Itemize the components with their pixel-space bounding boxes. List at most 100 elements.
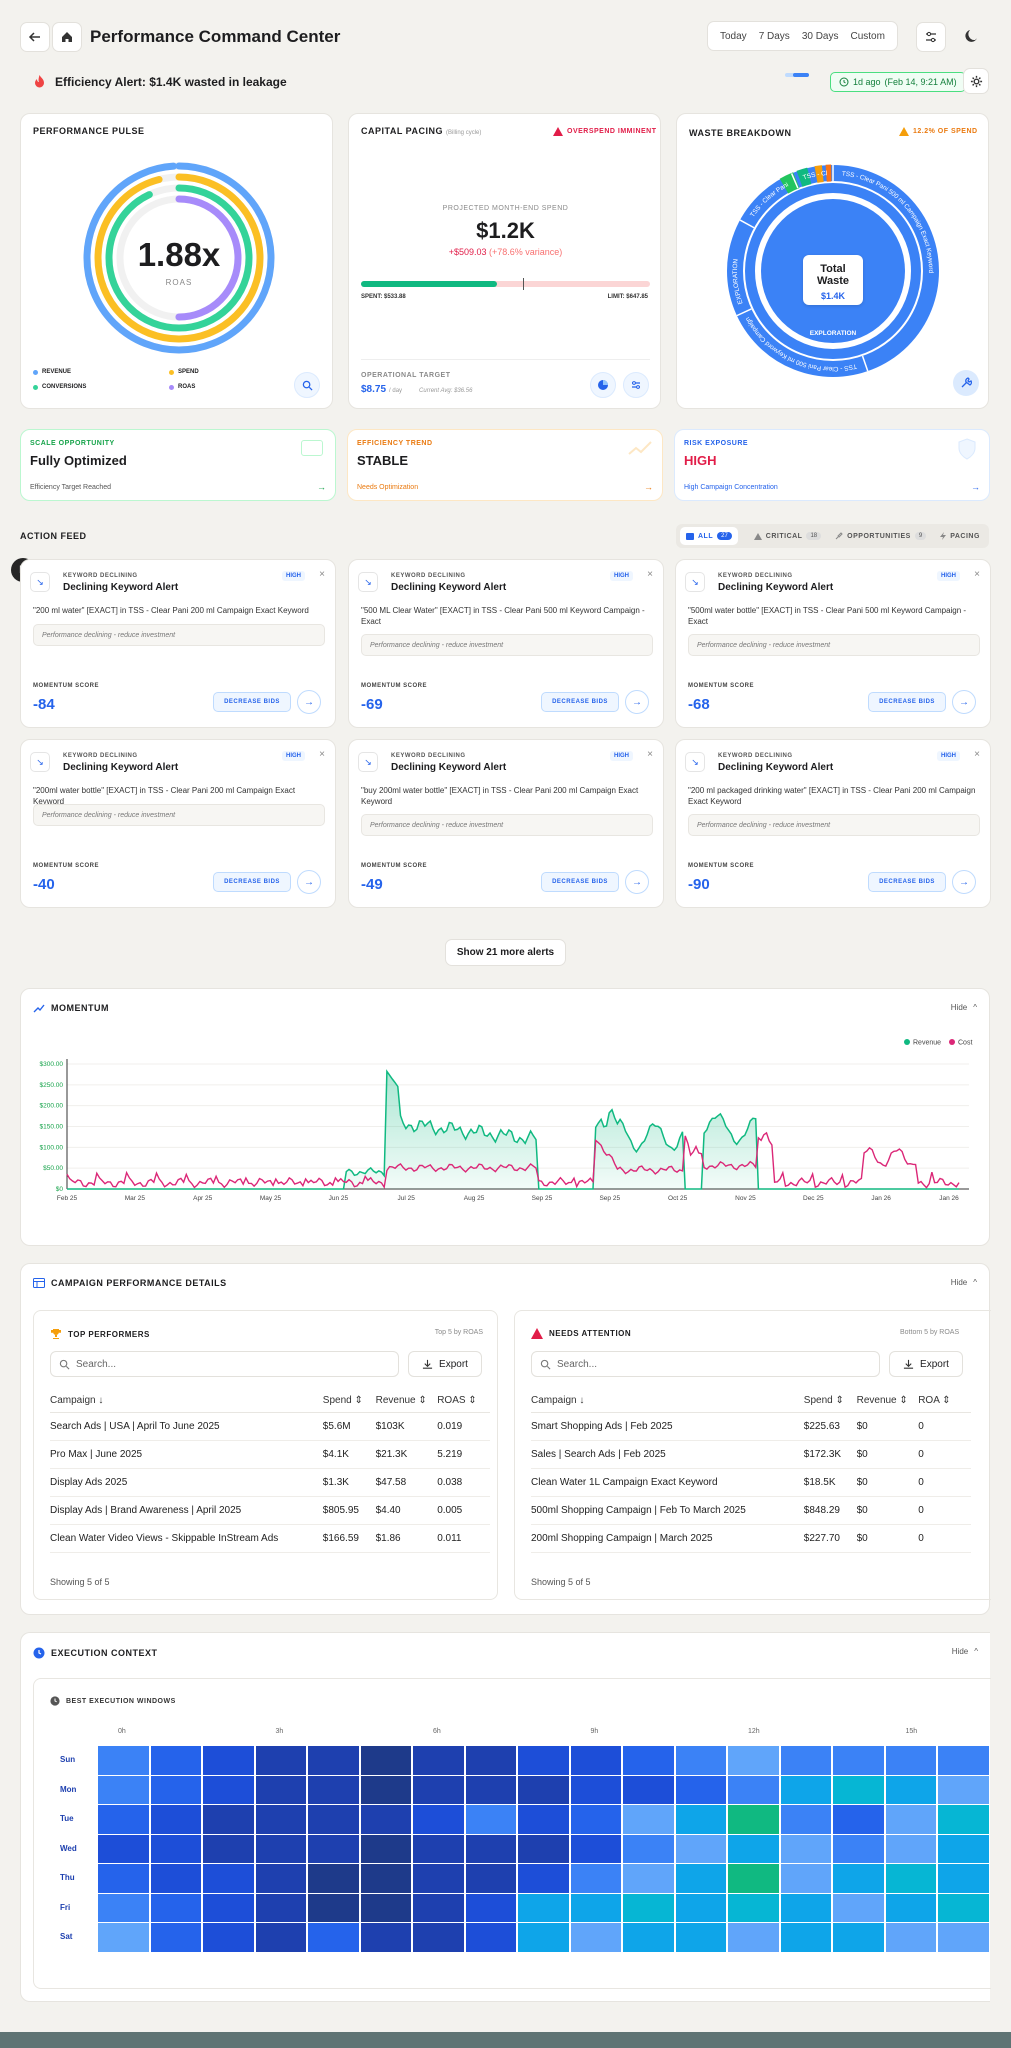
heatmap-cell[interactable]	[465, 1923, 516, 1952]
heatmap-cell[interactable]	[675, 1893, 726, 1922]
heatmap-cell[interactable]	[623, 1834, 674, 1863]
apply-action-button[interactable]: →	[952, 870, 976, 894]
heatmap-cell[interactable]	[150, 1805, 201, 1834]
heatmap-cell[interactable]	[885, 1893, 936, 1922]
range-7-days[interactable]: 7 Days	[758, 30, 790, 42]
heatmap-cell[interactable]	[570, 1864, 621, 1893]
apply-action-button[interactable]: →	[625, 870, 649, 894]
heatmap-cell[interactable]	[990, 1805, 991, 1834]
heatmap-cell[interactable]	[413, 1805, 464, 1834]
heatmap-cell[interactable]	[938, 1805, 989, 1834]
heatmap-cell[interactable]	[728, 1923, 779, 1952]
apply-action-button[interactable]: →	[625, 690, 649, 714]
heatmap-cell[interactable]	[255, 1805, 306, 1834]
heatmap-cell[interactable]	[570, 1834, 621, 1863]
heatmap-cell[interactable]	[570, 1923, 621, 1952]
decrease-bids-button[interactable]: DECREASE BIDS	[213, 692, 291, 712]
heatmap-cell[interactable]	[203, 1923, 254, 1952]
heatmap-cell[interactable]	[728, 1746, 779, 1775]
heatmap-cell[interactable]	[990, 1775, 991, 1804]
heatmap-cell[interactable]	[780, 1923, 831, 1952]
heatmap-cell[interactable]	[413, 1923, 464, 1952]
filter-all[interactable]: ALL 27	[680, 527, 738, 545]
heatmap-cell[interactable]	[885, 1834, 936, 1863]
heatmap-cell[interactable]	[203, 1746, 254, 1775]
heatmap-cell[interactable]	[98, 1923, 149, 1952]
filter-opportunities[interactable]: OPPORTUNITIES 9	[829, 527, 932, 545]
decrease-bids-button[interactable]: DECREASE BIDS	[868, 872, 946, 892]
heatmap-cell[interactable]	[833, 1746, 884, 1775]
range-today[interactable]: Today	[720, 30, 747, 42]
top-col-header[interactable]: Spend ⇕	[322, 1389, 376, 1413]
heatmap-cell[interactable]	[360, 1746, 411, 1775]
decrease-bids-button[interactable]: DECREASE BIDS	[541, 872, 619, 892]
heatmap-cell[interactable]	[518, 1923, 569, 1952]
table-row[interactable]: 500ml Shopping Campaign | Feb To March 2…	[531, 1496, 971, 1525]
execution-hide-button[interactable]: Hide ^	[951, 1647, 978, 1656]
heatmap-cell[interactable]	[98, 1864, 149, 1893]
heatmap-cell[interactable]	[203, 1893, 254, 1922]
heatmap-cell[interactable]	[728, 1864, 779, 1893]
close-icon[interactable]: ×	[647, 569, 653, 580]
heatmap-cell[interactable]	[308, 1864, 359, 1893]
table-row[interactable]: Smart Shopping Ads | Feb 2025 $225.63 $0 0	[531, 1412, 971, 1441]
heatmap-cell[interactable]	[255, 1775, 306, 1804]
heatmap-cell[interactable]	[728, 1893, 779, 1922]
heatmap-cell[interactable]	[675, 1864, 726, 1893]
range-30-days[interactable]: 30 Days	[801, 30, 839, 42]
heatmap-cell[interactable]	[465, 1775, 516, 1804]
heatmap-cell[interactable]	[150, 1923, 201, 1952]
range-custom[interactable]: Custom	[850, 30, 885, 42]
table-row[interactable]: Sales | Search Ads | Feb 2025 $172.3K $0 0	[531, 1440, 971, 1469]
heatmap-cell[interactable]	[255, 1893, 306, 1922]
heatmap-cell[interactable]	[150, 1864, 201, 1893]
table-row[interactable]: Display Ads 2025 $1.3K $47.58 0.038	[50, 1468, 490, 1497]
heatmap-cell[interactable]	[308, 1805, 359, 1834]
heatmap-cell[interactable]	[780, 1805, 831, 1834]
heatmap-cell[interactable]	[675, 1746, 726, 1775]
heatmap-cell[interactable]	[98, 1893, 149, 1922]
filter-critical[interactable]: CRITICAL 18	[748, 527, 827, 545]
attention-export-button[interactable]: Export	[889, 1351, 963, 1377]
heatmap-cell[interactable]	[623, 1893, 674, 1922]
heatmap-cell[interactable]	[465, 1746, 516, 1775]
apply-action-button[interactable]: →	[297, 690, 321, 714]
heatmap-cell[interactable]	[833, 1805, 884, 1834]
table-row[interactable]: Clean Water Video Views - Skippable InSt…	[50, 1524, 490, 1553]
heatmap-cell[interactable]	[465, 1864, 516, 1893]
heatmap-cell[interactable]	[728, 1775, 779, 1804]
heatmap-cell[interactable]	[885, 1746, 936, 1775]
apply-action-button[interactable]: →	[952, 690, 976, 714]
heatmap-cell[interactable]	[623, 1864, 674, 1893]
heatmap-cell[interactable]	[570, 1893, 621, 1922]
heatmap-cell[interactable]	[623, 1746, 674, 1775]
heatmap-cell[interactable]	[623, 1775, 674, 1804]
heatmap-cell[interactable]	[990, 1834, 991, 1863]
efficiency-trend-card[interactable]: EFFICIENCY TREND STABLE Needs Optimizati…	[347, 429, 663, 501]
campaign-hide-button[interactable]: Hide ^	[950, 1278, 977, 1287]
heatmap-cell[interactable]	[675, 1805, 726, 1834]
close-icon[interactable]: ×	[647, 749, 653, 760]
heatmap-cell[interactable]	[990, 1893, 991, 1922]
decrease-bids-button[interactable]: DECREASE BIDS	[868, 692, 946, 712]
close-icon[interactable]: ×	[319, 749, 325, 760]
heatmap-cell[interactable]	[413, 1834, 464, 1863]
heatmap-cell[interactable]	[833, 1834, 884, 1863]
top-export-button[interactable]: Export	[408, 1351, 482, 1377]
heatmap-cell[interactable]	[780, 1864, 831, 1893]
heatmap-cell[interactable]	[728, 1834, 779, 1863]
close-icon[interactable]: ×	[974, 749, 980, 760]
heatmap-cell[interactable]	[885, 1923, 936, 1952]
heatmap-cell[interactable]	[780, 1775, 831, 1804]
heatmap-cell[interactable]	[518, 1746, 569, 1775]
heatmap-cell[interactable]	[833, 1864, 884, 1893]
top-col-header[interactable]: Campaign ↓	[50, 1389, 323, 1413]
heatmap-cell[interactable]	[570, 1746, 621, 1775]
heatmap-cell[interactable]	[465, 1834, 516, 1863]
home-button[interactable]	[52, 22, 82, 52]
heatmap-cell[interactable]	[938, 1834, 989, 1863]
heatmap-cell[interactable]	[938, 1923, 989, 1952]
decrease-bids-button[interactable]: DECREASE BIDS	[213, 872, 291, 892]
heatmap-cell[interactable]	[413, 1746, 464, 1775]
heatmap-cell[interactable]	[833, 1893, 884, 1922]
